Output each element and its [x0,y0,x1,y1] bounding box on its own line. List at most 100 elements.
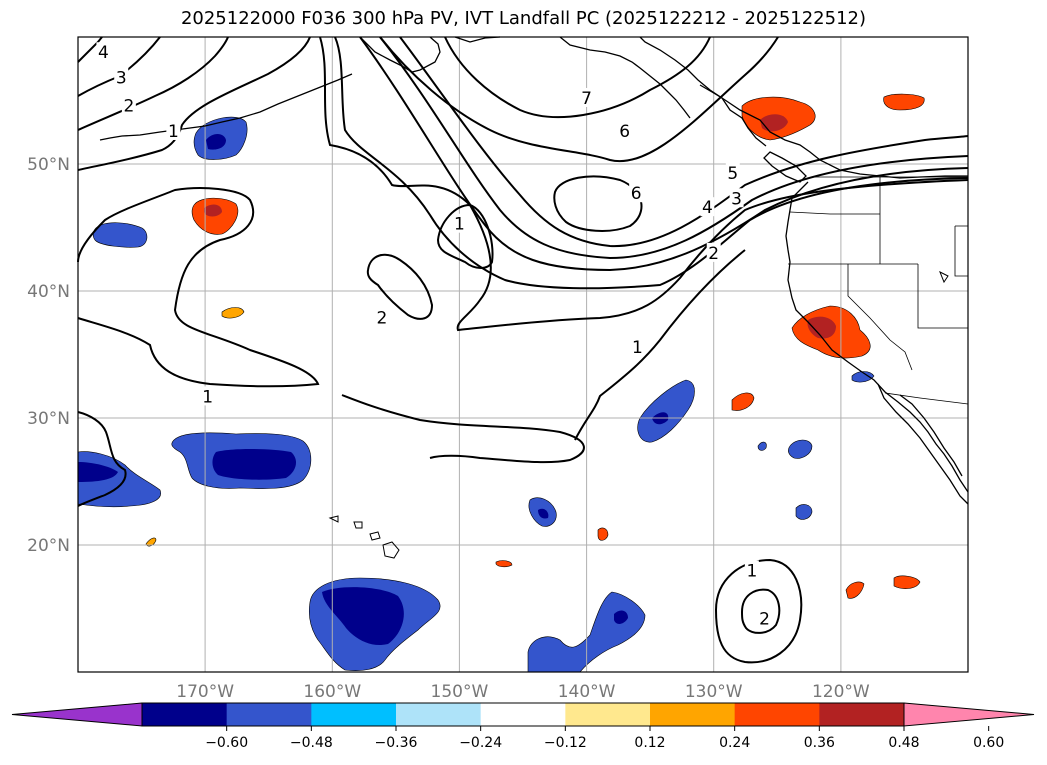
shading-blob [807,316,836,339]
contour-label-halo [700,197,715,217]
contour-label: 2 [759,610,770,630]
contour-3 [359,36,969,272]
colorbar-tick-label: −0.60 [205,735,248,751]
colorbar: −0.60 −0.48 −0.36 −0.24 −0.12 0.12 0.24 0.36 0.4… [11,702,1035,751]
shading-blob [204,204,222,217]
aleutian-islands [99,73,353,141]
shading-blob [614,610,628,624]
hawaii-maui [369,531,381,541]
lon-tick-label: 160°W [303,682,361,702]
shading-blob [206,134,226,150]
contour-2-west [77,36,229,131]
colorbar-tick-label: −0.12 [544,735,587,751]
small-island [939,270,949,284]
colorbar-tick-label: 0.24 [719,735,750,751]
state-borders [788,176,969,405]
shading-blob [78,462,118,482]
contour-label: 1 [168,122,179,142]
colorbar-segment [565,703,651,726]
map-frame [77,36,969,673]
lon-tick-label: 140°W [558,682,616,702]
contour-label-halo [629,183,644,203]
contour-label: 2 [123,97,134,117]
contour-label-halo [166,120,181,140]
contour-label: 6 [631,184,642,204]
colorbar-segment [650,703,736,726]
hawaii-kauai [328,515,339,523]
contour-2-south-closed [740,588,781,634]
shading-blob [538,508,549,519]
lat-tick-label: 50°N [27,155,70,175]
contour-label-halo [200,386,215,406]
contour-1-south-closed [714,558,803,664]
contour-7 [444,36,711,119]
map-title: 2025122000 F036 300 hPa PV, IVT Landfall… [180,8,867,29]
contour-label: 2 [376,309,387,329]
graticule [78,37,968,672]
colorbar-tick-label: −0.48 [290,735,333,751]
colorbar-segment [480,703,566,726]
shading-blob [145,537,157,547]
contour-label: 4 [702,198,713,218]
contour-label: 2 [708,244,719,264]
contour-label: 5 [727,164,738,184]
colorbar-extend-max [903,702,1035,727]
contour-label-halo [121,95,136,115]
contour-label: 1 [454,215,465,235]
shading-blob [637,379,695,443]
colorbar-tick-label: −0.36 [375,735,418,751]
contour-label-halo [114,67,129,87]
contour-label: 3 [116,69,127,89]
contour-label: 6 [619,122,630,142]
contour-label: 1 [632,338,643,358]
lon-tick-label: 150°W [431,682,489,702]
shading-blob [795,504,813,520]
sea-of-cortez [899,394,963,477]
colorbar-tick-label: 0.60 [973,735,1004,751]
contour-5 [399,36,969,248]
shading-blob [221,307,245,319]
contour-1-sw-corner [77,411,127,507]
contour-2-closed [366,253,434,320]
wa-or-border [789,211,880,215]
colorbar-tick-label: 0.36 [804,735,835,751]
lon-tick-label: 130°W [685,682,743,702]
shading-blob [92,222,148,248]
colorbar-extend-min [11,702,143,727]
latitude-labels: 50°N 40°N 30°N 20°N [27,155,70,556]
contour-label-halo [630,336,645,356]
ivt-positive-shading [145,93,925,599]
contour-label: 1 [202,387,213,407]
shading-blob [757,441,767,451]
contour-label: 1 [746,561,757,581]
colorbar-segment [311,703,397,726]
colorbar-tick-label: 0.48 [888,735,919,751]
shading-blob [495,560,513,568]
lat-tick-label: 30°N [27,409,70,429]
contour-label-halo [744,560,759,580]
contour-1-main [319,36,969,332]
shading-blob [851,371,875,383]
lat-tick-label: 40°N [27,282,70,302]
lon-tick-label: 170°W [176,682,234,702]
shading-blob [597,527,609,541]
lon-tick-label: 120°W [812,682,870,702]
shading-blob [322,587,404,646]
shading-blob [191,197,239,235]
shading-blob [731,392,755,411]
contour-1-south [341,394,585,464]
hawaii-island [382,541,400,559]
contour-1-west [77,36,311,171]
contour-4-west [77,36,103,63]
west-coast [785,181,969,493]
baja-west [877,383,969,505]
contour-6-north [379,36,779,163]
colorbar-segment [819,703,905,726]
contour-label-halo [617,120,632,140]
contour-label-halo [452,213,467,233]
contour-1-southwest [77,187,320,388]
contour-label: 4 [98,43,109,63]
ca-nv-diagonal [847,264,913,371]
